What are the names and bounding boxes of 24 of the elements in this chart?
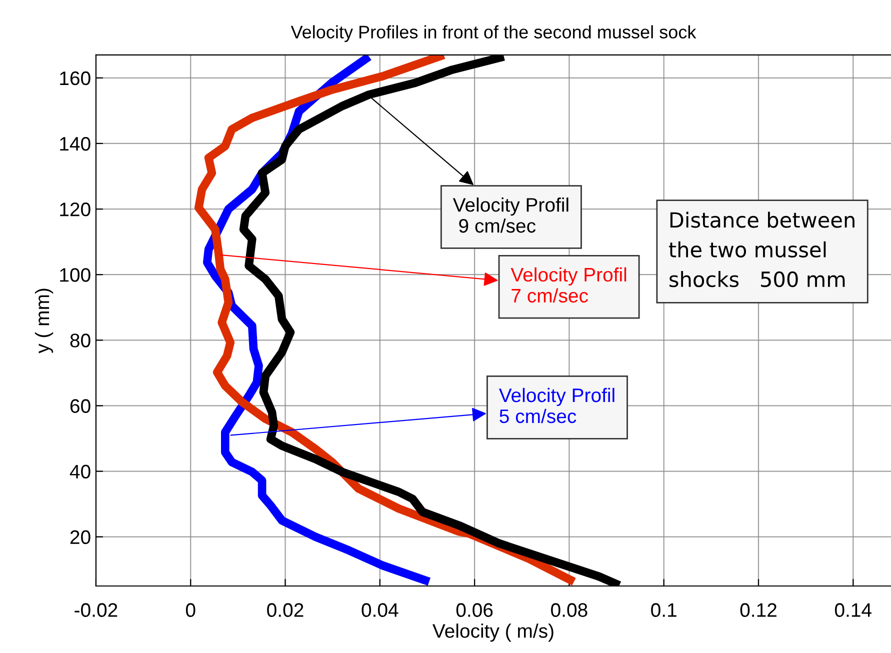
y-axis-title: y ( mm) <box>34 288 54 354</box>
y-tick-label: 40 <box>70 464 90 479</box>
x-tick-label: 0.14 <box>834 603 872 617</box>
y-tick-label: 120 <box>60 202 90 216</box>
x-tick-label: 0.02 <box>267 603 304 617</box>
x-axis-title: Velocity ( m/s) <box>432 624 554 642</box>
y-tick-label: 100 <box>60 268 90 282</box>
y-tick-label: 20 <box>70 530 90 544</box>
y-tick-label: 80 <box>70 334 90 348</box>
chart-title: Velocity Profiles in front of the second mussel sock <box>290 25 696 42</box>
y-tick-label: 60 <box>70 399 90 413</box>
annotation: Velocity Profil 7 cm/sec <box>510 267 626 303</box>
x-tick-label: 0.04 <box>362 603 398 617</box>
x-tick-label: 0.12 <box>740 603 776 617</box>
annotation: Velocity Profil 5 cm/sec <box>498 388 614 424</box>
annotation: Velocity Profil 9 cm/sec <box>452 198 568 233</box>
x-tick-label: 0.08 <box>551 603 588 617</box>
annotation: Distance between the two mussel shocks 500 mm <box>668 212 854 288</box>
x-tick-label: 0.1 <box>651 603 676 617</box>
x-tick-label: -0.02 <box>74 603 118 617</box>
y-tick-label: 140 <box>60 136 90 151</box>
y-tick-label: 160 <box>60 71 90 86</box>
x-tick-label: 0.06 <box>456 603 493 617</box>
x-tick-label: 0 <box>186 603 196 617</box>
